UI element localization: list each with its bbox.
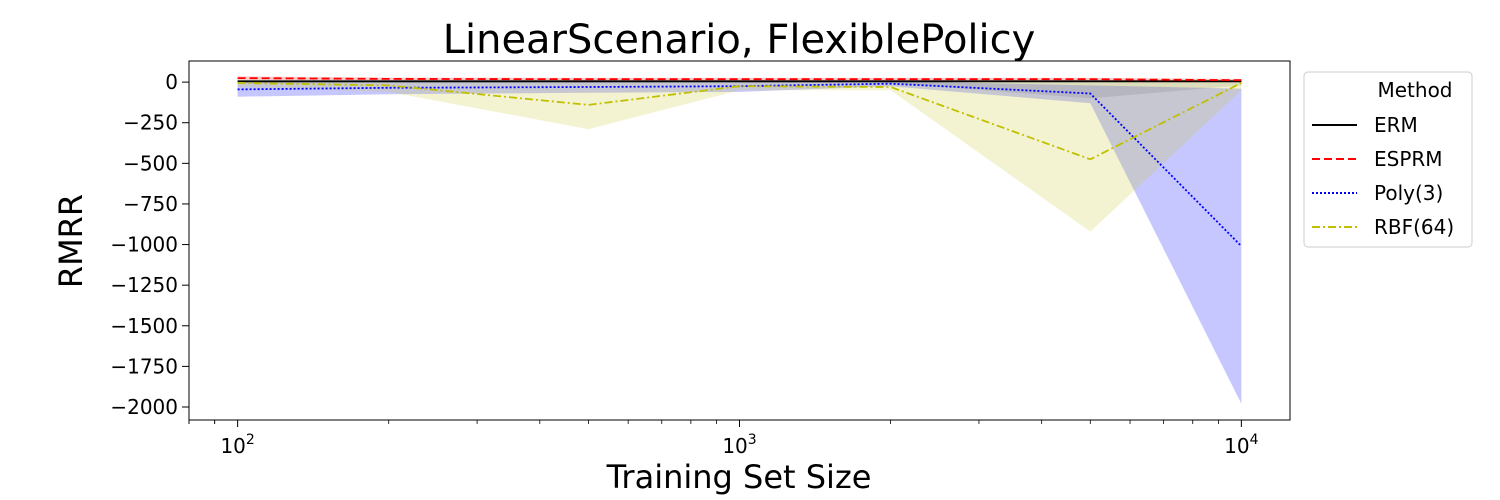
legend-frame bbox=[1303, 71, 1473, 248]
y-tick-label: −2000 bbox=[110, 395, 178, 419]
y-axis-ticks: 0 −250 −500 −750 −1000 −1250 −1500 −1750 −2000 bbox=[110, 70, 189, 419]
x-tick-label: 102 bbox=[220, 432, 254, 458]
x-axis-title: Training Set Size bbox=[606, 458, 872, 496]
confidence-bands bbox=[237, 76, 1242, 404]
series-lines bbox=[237, 77, 1243, 247]
y-tick-label: −1500 bbox=[110, 314, 178, 338]
x-tick-label: 103 bbox=[722, 432, 756, 458]
y-tick-label: −1750 bbox=[110, 354, 178, 378]
legend-title: Method bbox=[1377, 78, 1452, 102]
y-tick-label: 0 bbox=[165, 70, 178, 94]
y-tick-label: −1000 bbox=[110, 233, 178, 257]
y-tick-label: −500 bbox=[123, 151, 178, 175]
y-tick-label: −1250 bbox=[110, 273, 178, 297]
line-rbf-64 bbox=[237, 82, 1242, 161]
legend-label-poly-3: Poly(3) bbox=[1374, 181, 1443, 205]
legend-label-rbf-64: RBF(64) bbox=[1374, 215, 1454, 239]
band-rbf-64 bbox=[237, 80, 1242, 232]
line-poly-3 bbox=[237, 82, 1243, 247]
band-erm bbox=[237, 79, 1242, 99]
chart-title: LinearScenario, FlexiblePolicy bbox=[443, 17, 1036, 63]
line-esprm bbox=[237, 77, 1242, 82]
legend-label-esprm: ESPRM bbox=[1374, 147, 1443, 171]
y-tick-label: −750 bbox=[123, 192, 178, 216]
x-axis-ticks: 102 103 104 bbox=[188, 420, 1259, 458]
x-tick-label: 104 bbox=[1224, 432, 1258, 458]
y-axis-title: RMRR bbox=[52, 194, 90, 288]
band-esprm bbox=[237, 76, 1242, 82]
legend-label-erm: ERM bbox=[1374, 113, 1418, 137]
y-tick-label: −250 bbox=[123, 111, 178, 135]
legend: Method ERM ESPRM Poly(3) RBF(64) bbox=[1303, 71, 1473, 248]
band-poly-3 bbox=[237, 80, 1242, 404]
